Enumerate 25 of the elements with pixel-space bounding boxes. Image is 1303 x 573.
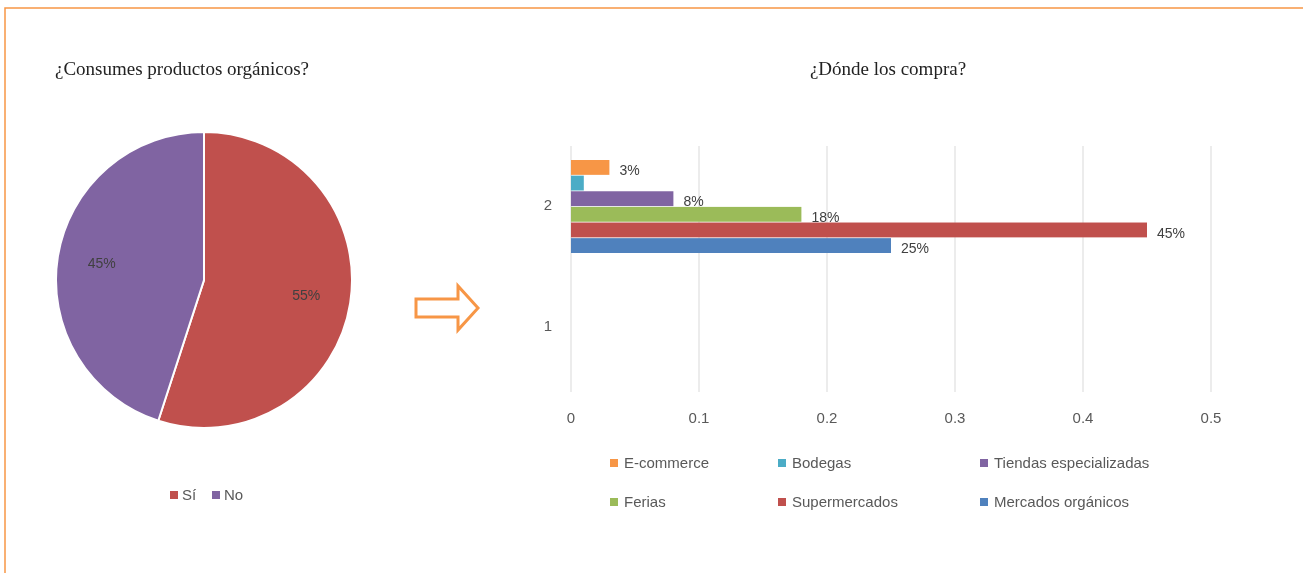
legend-label: Sí bbox=[182, 486, 197, 503]
data-label: 55% bbox=[292, 286, 321, 303]
x-tick-label: 0 bbox=[566, 409, 576, 426]
legend-label: E-commerce bbox=[624, 453, 710, 471]
x-tick-label: 0.3 bbox=[944, 409, 966, 426]
chart-title: ¿Dónde los compra? bbox=[809, 58, 967, 79]
chart-title: ¿Consumes productos orgánicos? bbox=[55, 58, 309, 79]
x-tick-label: 0.1 bbox=[688, 409, 710, 426]
legend-label: No bbox=[224, 486, 244, 503]
y-tick-label: 2 bbox=[543, 196, 552, 214]
data-label: 8% bbox=[683, 193, 704, 210]
y-tick-label: 1 bbox=[543, 317, 552, 335]
legend-label: Mercados orgánicos bbox=[994, 492, 1130, 510]
legend-label: Ferias bbox=[624, 492, 666, 510]
data-label: 3% bbox=[619, 162, 640, 179]
data-label: 45% bbox=[87, 254, 116, 271]
data-label: 45% bbox=[1157, 224, 1186, 241]
data-label: 25% bbox=[901, 240, 930, 257]
x-tick-label: 0.4 bbox=[1072, 409, 1094, 426]
x-tick-label: 0.5 bbox=[1200, 409, 1222, 426]
legend-label: Tiendas especializadas bbox=[994, 453, 1150, 471]
legend-label: Bodegas bbox=[792, 453, 852, 471]
legend-label: Supermercados bbox=[792, 492, 898, 510]
data-label: 18% bbox=[811, 209, 840, 226]
x-tick-label: 0.2 bbox=[816, 409, 838, 426]
